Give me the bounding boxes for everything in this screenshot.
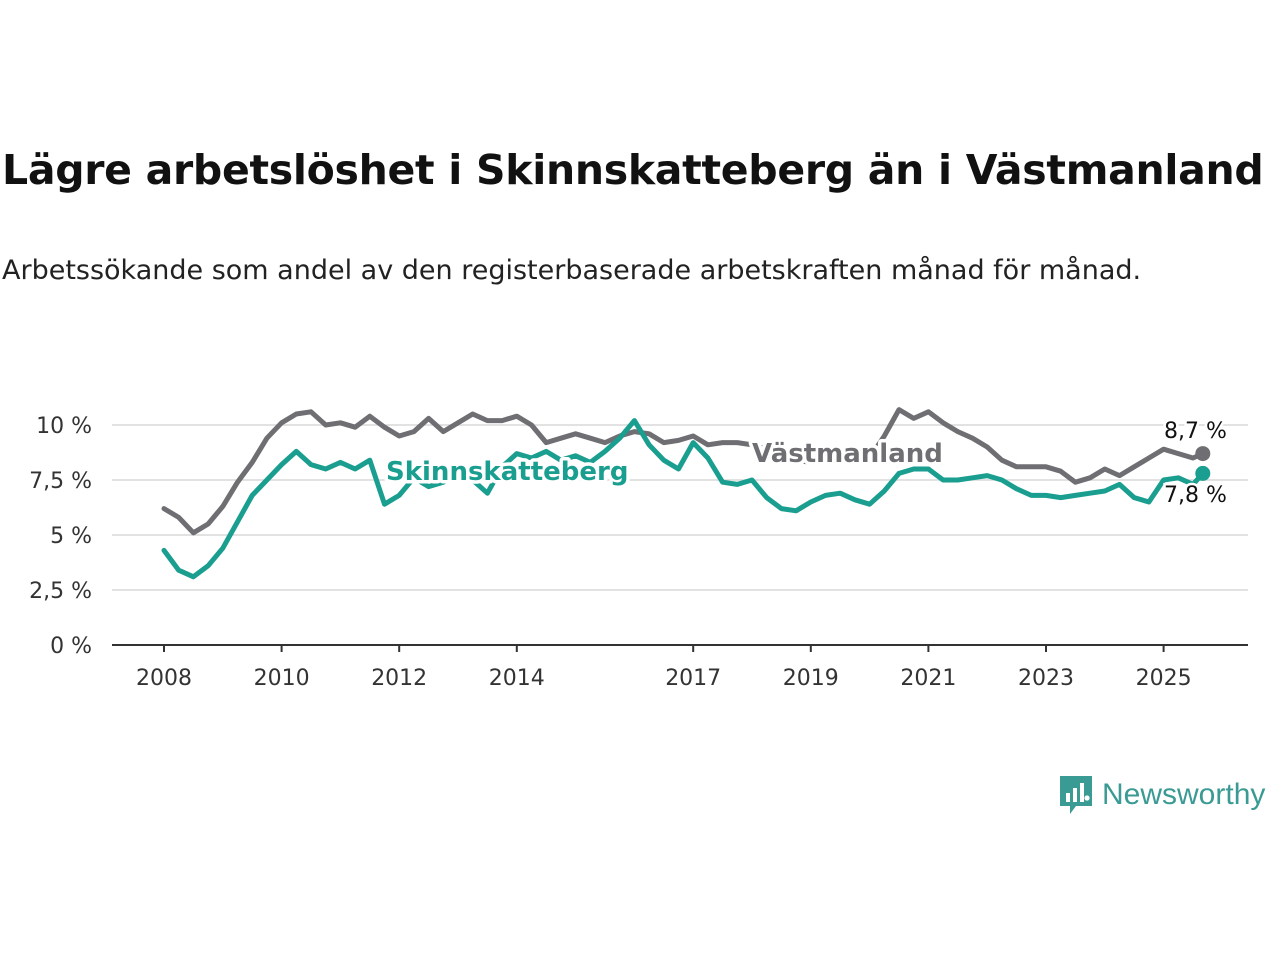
y-tick-label: 7,5 %	[29, 469, 92, 494]
line-chart: 0 % 2,5 % 5 % 7,5 % 10 % 2008 2010 2012 2014 201…	[29, 407, 1248, 691]
series-label: Skinnskatteberg	[386, 457, 628, 487]
x-tick-label: 2023	[1018, 666, 1074, 691]
brand-logo: Newsworthy	[1058, 772, 1265, 818]
series-label: Västmanland	[752, 439, 943, 469]
x-tick-label: 2025	[1136, 666, 1192, 691]
y-tick-label: 5 %	[50, 524, 92, 549]
gridlines	[112, 424, 1248, 591]
series-end-label: 8,7 %	[1164, 419, 1227, 444]
chart-title: Lägre arbetslöshet i Skinnskatteberg än …	[2, 146, 1264, 194]
x-tick-label: 2021	[900, 666, 956, 691]
y-tick-label: 2,5 %	[29, 579, 92, 604]
x-tick-label: 2017	[665, 666, 721, 691]
series-lines	[161, 407, 1211, 580]
x-tick-label: 2014	[489, 666, 545, 691]
series-line-västmanland	[161, 407, 1206, 536]
series-end-label: 7,8 %	[1164, 483, 1227, 508]
series-line-skinnskatteberg	[161, 418, 1206, 580]
x-axis: 2008 2010 2012 2014 2017 2019 2021 2023 2025	[112, 644, 1248, 691]
y-tick-label: 10 %	[36, 414, 92, 439]
series-end-point	[1195, 465, 1211, 481]
x-tick-label: 2012	[371, 666, 427, 691]
newsworthy-logo-icon	[1060, 776, 1092, 814]
x-tick-label: 2008	[136, 666, 192, 691]
chart-subtitle: Arbetssökande som andel av den registerb…	[2, 255, 1142, 286]
x-tick-label: 2019	[783, 666, 839, 691]
y-axis: 0 % 2,5 % 5 % 7,5 % 10 %	[29, 414, 92, 659]
series-end-point	[1195, 446, 1211, 462]
series-labels: Västmanland 8,7 % Skinnskatteberg 7,8 %	[383, 417, 1230, 511]
x-tick-label: 2010	[254, 666, 310, 691]
brand-name: Newsworthy	[1102, 778, 1266, 811]
y-tick-label: 0 %	[50, 634, 92, 659]
